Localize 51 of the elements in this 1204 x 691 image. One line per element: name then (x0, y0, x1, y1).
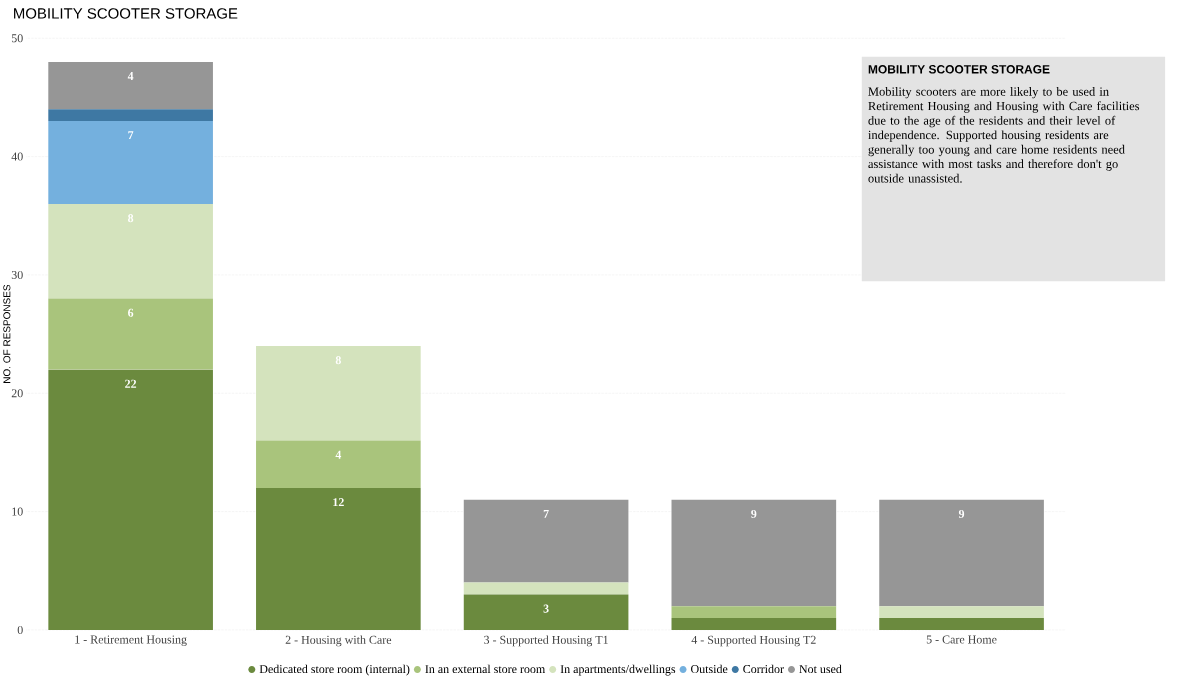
bar (463, 582, 629, 595)
data-label: 9 (751, 509, 757, 518)
y-tick-label: 0 (17, 625, 23, 634)
annotation: MOBILITY SCOOTER STORAGE (868, 64, 1050, 74)
bar (671, 617, 837, 630)
legend-label: In apartments/dwellings (560, 664, 676, 676)
bar (256, 487, 421, 630)
data-label: 4 (335, 450, 342, 459)
bar (463, 594, 629, 630)
bar (879, 606, 1044, 618)
legend-label: Dedicated store room (internal) (259, 664, 410, 676)
data-label: 22 (125, 379, 137, 388)
bar (256, 440, 421, 488)
bar (256, 345, 421, 441)
x-tick-label: 3 - Supported Housing T1 (484, 635, 608, 647)
data-label: 3 (543, 604, 549, 613)
x-tick-label: 2 - Housing with Care (285, 635, 392, 647)
bar (48, 369, 213, 630)
bar (48, 298, 213, 370)
legend-label: In an external store room (425, 664, 546, 673)
bar (48, 61, 213, 110)
bar (463, 499, 629, 583)
bar (48, 203, 213, 299)
data-label: 9 (958, 509, 965, 518)
legend-label: Not used (799, 664, 842, 673)
y-tick-label: 40 (11, 152, 23, 161)
data-label: 4 (127, 71, 134, 80)
y-tick-label: 20 (11, 388, 23, 398)
bar (48, 109, 213, 121)
y-tick-label: 30 (11, 270, 23, 279)
bar (48, 120, 213, 204)
data-label: 6 (128, 308, 134, 317)
bar (671, 499, 837, 607)
y-tick-label: 50 (11, 33, 23, 43)
data-label: 7 (543, 509, 549, 518)
y-tick-label: 10 (12, 507, 23, 516)
data-label: 12 (333, 497, 344, 506)
x-tick-label: 5 - Care Home (926, 635, 997, 644)
data-label: 8 (335, 355, 341, 364)
bar (879, 617, 1044, 630)
annotation: Mobility scooters are more likely to be used in Retirement Housing and Housing with Care facilities due to the age of the residents and their level of independence. Supported housing residents are generally too young and care home residents need assistance with most tasks and therefore don't go outside unassisted. (868, 86, 1140, 183)
legend-label: Corridor (743, 664, 784, 673)
data-label: 8 (128, 213, 134, 222)
legend-label: Outside (691, 664, 728, 673)
chart-title: MOBILITY SCOOTER STORAGE (14, 7, 238, 19)
bar (879, 499, 1044, 607)
y-axis-title: NO. OF RESPONSES (3, 284, 11, 383)
data-label: 7 (128, 131, 134, 139)
bar (671, 606, 837, 618)
x-tick-label: 4 - Supported Housing T2 (691, 635, 816, 647)
x-tick-label: 1 - Retirement Housing (75, 635, 187, 646)
